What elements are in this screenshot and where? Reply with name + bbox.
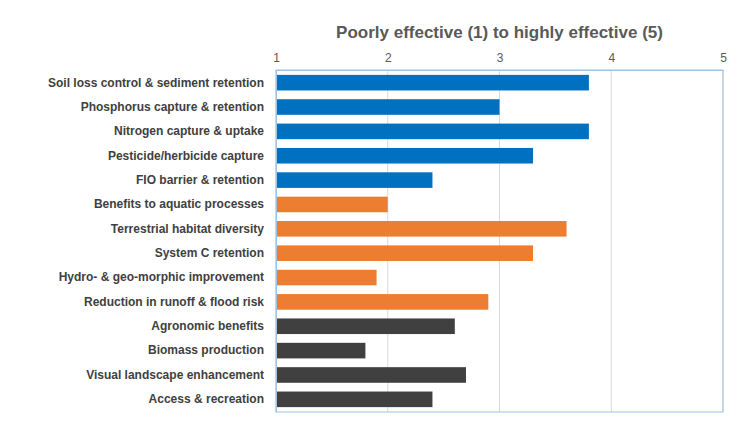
y-tick: Biomass production	[148, 343, 276, 357]
x-tick-label: 5	[720, 51, 727, 65]
bar	[276, 270, 377, 286]
x-tick: 4	[608, 51, 615, 70]
y-tick: Nitrogen capture & uptake	[114, 124, 276, 138]
x-tick-label: 1	[273, 51, 280, 65]
plot-frame	[276, 70, 723, 412]
category-label: Phosphorus capture & retention	[81, 100, 264, 114]
title: Poorly effective (1) to highly effective…	[336, 23, 663, 42]
x-tick: 5	[720, 51, 727, 70]
chart: 1 2 3 4 5 Soil loss control & sediment retent…	[0, 0, 748, 431]
y-tick: Pesticide/herbicide capture	[108, 149, 276, 163]
bar	[276, 221, 567, 237]
bar	[276, 245, 533, 261]
bar	[276, 392, 432, 408]
x-tick-label: 4	[608, 51, 615, 65]
y-tick: Hydro- & geo-morphic improvement	[59, 270, 276, 284]
grid	[276, 70, 723, 412]
grid-line	[499, 70, 500, 412]
x-tick: 1	[273, 51, 280, 70]
category-label: Hydro- & geo-morphic improvement	[59, 270, 264, 284]
x-tick-label: 3	[497, 51, 504, 65]
bar	[276, 148, 533, 164]
x-axis-line	[277, 70, 724, 71]
x-tick-label: 2	[385, 51, 392, 65]
x-tick: 3	[497, 51, 504, 70]
x-axis: 1 2 3 4 5	[273, 51, 727, 71]
category-label: FIO barrier & retention	[136, 173, 264, 187]
grid-line	[611, 70, 612, 412]
y-axis: Soil loss control & sediment retention Ph…	[48, 71, 277, 413]
category-label: Nitrogen capture & uptake	[114, 124, 264, 138]
category-label: System C retention	[155, 246, 264, 260]
bar	[276, 172, 432, 188]
bar	[276, 294, 488, 310]
y-tick: Terrestrial habitat diversity	[111, 222, 276, 236]
y-tick: System C retention	[155, 246, 276, 260]
category-label: Pesticide/herbicide capture	[108, 149, 264, 163]
plot: 1 2 3 4 5 Soil loss control & sediment retent…	[48, 51, 727, 413]
category-label: Benefits to aquatic processes	[94, 197, 264, 211]
y-tick: Visual landscape enhancement	[86, 368, 276, 382]
bar	[276, 318, 455, 334]
y-tick: Access & recreation	[149, 392, 276, 406]
y-tick: FIO barrier & retention	[136, 173, 276, 187]
bar	[276, 367, 466, 383]
y-tick: Agronomic benefits	[151, 319, 276, 333]
category-label: Agronomic benefits	[151, 319, 264, 333]
y-tick: Reduction in runoff & flood risk	[84, 295, 276, 309]
y-tick: Phosphorus capture & retention	[81, 100, 276, 114]
x-tick: 2	[385, 51, 392, 70]
category-label: Reduction in runoff & flood risk	[84, 295, 264, 309]
y-tick: Soil loss control & sediment retention	[48, 76, 276, 90]
bar	[276, 343, 365, 359]
bar	[276, 197, 388, 213]
bar	[276, 99, 500, 115]
bar	[276, 75, 589, 91]
category-label: Access & recreation	[149, 392, 264, 406]
bar	[276, 124, 589, 140]
grid-line	[387, 70, 388, 412]
y-tick: Benefits to aquatic processes	[94, 197, 276, 211]
bars	[276, 75, 589, 407]
category-label: Terrestrial habitat diversity	[111, 222, 264, 236]
category-label: Biomass production	[148, 343, 264, 357]
category-label: Soil loss control & sediment retention	[48, 76, 264, 90]
y-axis-line	[276, 71, 277, 413]
category-label: Visual landscape enhancement	[86, 368, 264, 382]
